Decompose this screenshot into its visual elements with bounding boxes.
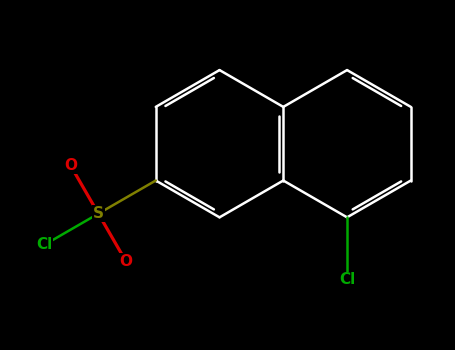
Text: O: O	[120, 254, 132, 269]
Text: Cl: Cl	[36, 237, 52, 252]
Text: O: O	[64, 158, 77, 173]
Text: Cl: Cl	[339, 272, 355, 287]
Text: S: S	[93, 206, 104, 221]
